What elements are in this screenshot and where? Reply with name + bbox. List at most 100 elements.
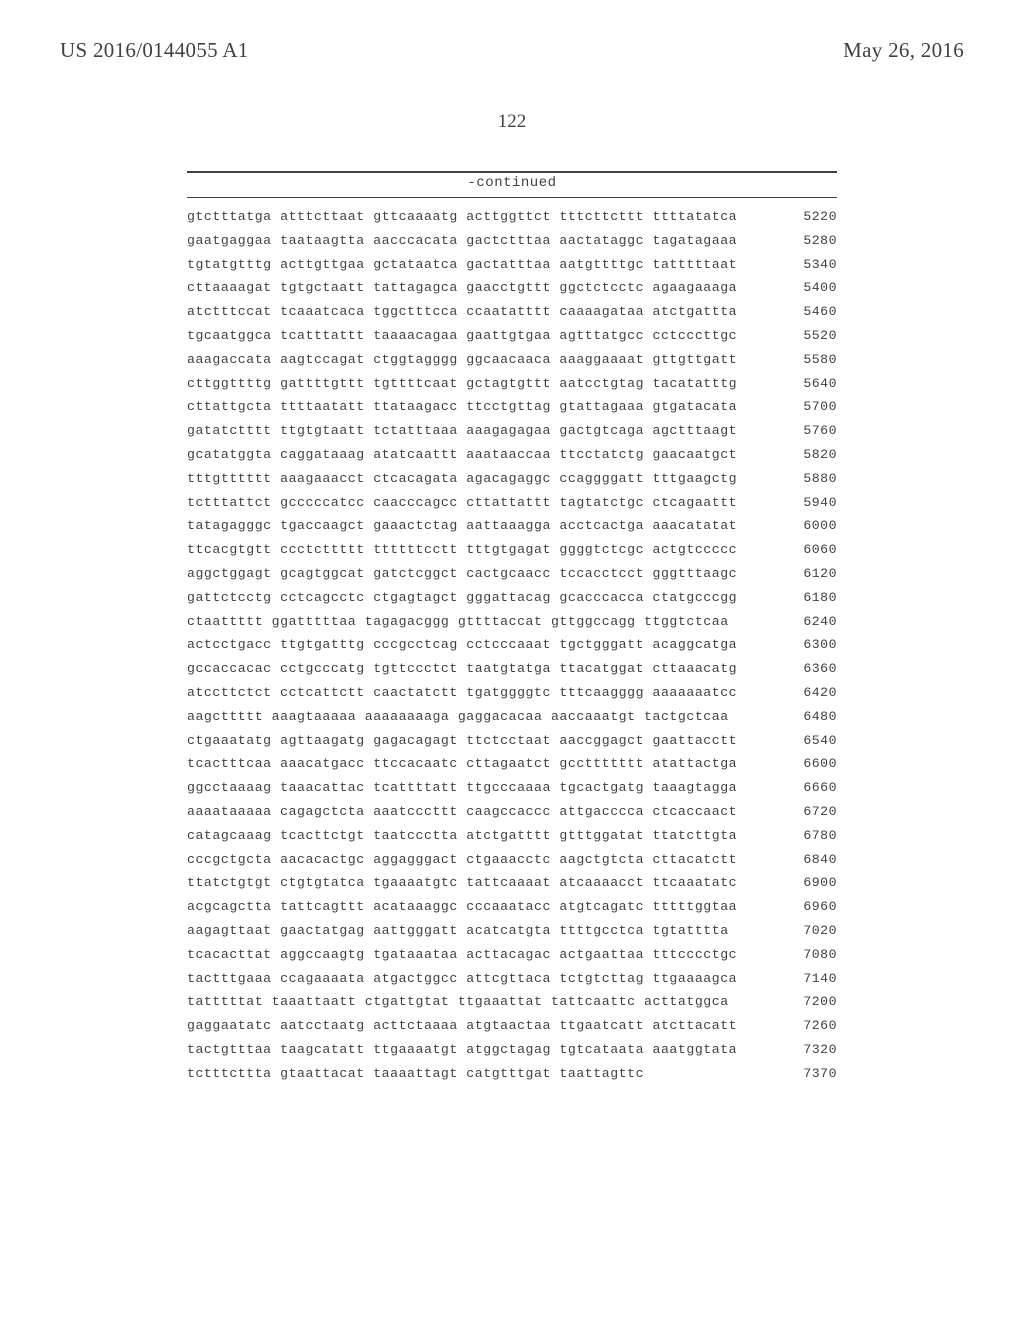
sequence-row: atccttctct cctcattctt caactatctt tgatggg…	[187, 686, 837, 699]
sequence-position: 6720	[787, 805, 837, 818]
sequence-row: tactttgaaa ccagaaaata atgactggcc attcgtt…	[187, 972, 837, 985]
sequence-row: tactgtttaa taagcatatt ttgaaaatgt atggcta…	[187, 1043, 837, 1056]
sequence-position: 5880	[787, 472, 837, 485]
sequence-text: aaaataaaaa cagagctcta aaatcccttt caagcca…	[187, 805, 737, 818]
sequence-row: acgcagctta tattcagttt acataaaggc cccaaat…	[187, 900, 837, 913]
sequence-row: tctttcttta gtaattacat taaaattagt catgttt…	[187, 1067, 837, 1080]
sequence-text: aagcttttt aaagtaaaaa aaaaaaaaga gaggacac…	[187, 710, 729, 723]
sequence-position: 6120	[787, 567, 837, 580]
sequence-row: ctgaaatatg agttaagatg gagacagagt ttctcct…	[187, 734, 837, 747]
sequence-row: tgtatgtttg acttgttgaa gctataatca gactatt…	[187, 258, 837, 271]
sequence-row: tttgtttttt aaagaaacct ctcacagata agacaga…	[187, 472, 837, 485]
sequence-position: 5520	[787, 329, 837, 342]
sequence-row: tatttttat taaattaatt ctgattgtat ttgaaatt…	[187, 995, 837, 1008]
sequence-position: 5340	[787, 258, 837, 271]
sequence-text: gaggaatatc aatcctaatg acttctaaaa atgtaac…	[187, 1019, 737, 1032]
sequence-position: 6360	[787, 662, 837, 675]
sequence-position: 7320	[787, 1043, 837, 1056]
sequence-text: cttattgcta ttttaatatt ttataagacc ttcctgt…	[187, 400, 737, 413]
sequence-text: tgcaatggca tcatttattt taaaacagaa gaattgt…	[187, 329, 737, 342]
sequence-text: aggctggagt gcagtggcat gatctcggct cactgca…	[187, 567, 737, 580]
sequence-text: cccgctgcta aacacactgc aggagggact ctgaaac…	[187, 853, 737, 866]
sequence-position: 6180	[787, 591, 837, 604]
sequence-position: 7370	[787, 1067, 837, 1080]
sequence-position: 6900	[787, 876, 837, 889]
sequence-row: gattctcctg cctcagcctc ctgagtagct gggatta…	[187, 591, 837, 604]
sequence-position: 5640	[787, 377, 837, 390]
sequence-row: aaaataaaaa cagagctcta aaatcccttt caagcca…	[187, 805, 837, 818]
sequence-text: aagagttaat gaactatgag aattgggatt acatcat…	[187, 924, 729, 937]
sequence-text: ctaattttt ggatttttaa tagagacggg gttttacc…	[187, 615, 729, 628]
sequence-row: cccgctgcta aacacactgc aggagggact ctgaaac…	[187, 853, 837, 866]
sequence-listing: gtctttatga atttcttaat gttcaaaatg acttggt…	[187, 210, 837, 1080]
sequence-row: gcatatggta caggataaag atatcaattt aaataac…	[187, 448, 837, 461]
sequence-position: 5760	[787, 424, 837, 437]
sequence-row: actcctgacc ttgtgatttg cccgcctcag cctccca…	[187, 638, 837, 651]
continued-label: -continued	[187, 175, 837, 191]
sequence-text: ttatctgtgt ctgtgtatca tgaaaatgtc tattcaa…	[187, 876, 737, 889]
sequence-position: 5280	[787, 234, 837, 247]
sequence-position: 5220	[787, 210, 837, 223]
sequence-text: acgcagctta tattcagttt acataaaggc cccaaat…	[187, 900, 737, 913]
sequence-text: ctgaaatatg agttaagatg gagacagagt ttctcct…	[187, 734, 737, 747]
sequence-position: 7020	[787, 924, 837, 937]
sequence-position: 5400	[787, 281, 837, 294]
sequence-position: 6840	[787, 853, 837, 866]
sequence-text: catagcaaag tcacttctgt taatccctta atctgat…	[187, 829, 737, 842]
sequence-text: tgtatgtttg acttgttgaa gctataatca gactatt…	[187, 258, 737, 271]
continued-wrapper: -continued	[187, 175, 837, 191]
sequence-position: 6540	[787, 734, 837, 747]
sequence-position: 6300	[787, 638, 837, 651]
sequence-row: tgcaatggca tcatttattt taaaacagaa gaattgt…	[187, 329, 837, 342]
sequence-text: gatatctttt ttgtgtaatt tctatttaaa aaagaga…	[187, 424, 737, 437]
sequence-row: ggcctaaaag taaacattac tcattttatt ttgccca…	[187, 781, 837, 794]
sequence-text: ggcctaaaag taaacattac tcattttatt ttgccca…	[187, 781, 737, 794]
sequence-position: 5820	[787, 448, 837, 461]
sequence-row: aagcttttt aaagtaaaaa aaaaaaaaga gaggacac…	[187, 710, 837, 723]
sequence-row: atctttccat tcaaatcaca tggctttcca ccaatat…	[187, 305, 837, 318]
sequence-row: tatagagggc tgaccaagct gaaactctag aattaaa…	[187, 519, 837, 532]
sequence-text: gccaccacac cctgcccatg tgttccctct taatgta…	[187, 662, 737, 675]
sequence-row: ttatctgtgt ctgtgtatca tgaaaatgtc tattcaa…	[187, 876, 837, 889]
sequence-text: atctttccat tcaaatcaca tggctttcca ccaatat…	[187, 305, 737, 318]
sequence-text: aaagaccata aagtccagat ctggtagggg ggcaaca…	[187, 353, 737, 366]
sequence-row: ctaattttt ggatttttaa tagagacggg gttttacc…	[187, 615, 837, 628]
sequence-position: 6480	[787, 710, 837, 723]
sequence-text: gaatgaggaa taataagtta aacccacata gactctt…	[187, 234, 737, 247]
sequence-text: tcactttcaa aaacatgacc ttccacaatc cttagaa…	[187, 757, 737, 770]
sequence-text: actcctgacc ttgtgatttg cccgcctcag cctccca…	[187, 638, 737, 651]
sequence-row: cttattgcta ttttaatatt ttataagacc ttcctgt…	[187, 400, 837, 413]
sequence-text: tactttgaaa ccagaaaata atgactggcc attcgtt…	[187, 972, 737, 985]
sequence-text: tttgtttttt aaagaaacct ctcacagata agacaga…	[187, 472, 737, 485]
sequence-position: 6960	[787, 900, 837, 913]
sequence-row: aaagaccata aagtccagat ctggtagggg ggcaaca…	[187, 353, 837, 366]
sequence-row: tcacacttat aggccaagtg tgataaataa acttaca…	[187, 948, 837, 961]
sequence-text: tcacacttat aggccaagtg tgataaataa acttaca…	[187, 948, 737, 961]
sequence-row: tctttattct gcccccatcc caacccagcc cttatta…	[187, 496, 837, 509]
sequence-position: 6660	[787, 781, 837, 794]
sequence-position: 6240	[787, 615, 837, 628]
sequence-position: 6600	[787, 757, 837, 770]
page-header: US 2016/0144055 A1 May 26, 2016	[60, 38, 964, 63]
sequence-text: ttcacgtgtt ccctcttttt ttttttcctt tttgtga…	[187, 543, 737, 556]
rule-thin	[187, 197, 837, 198]
sequence-position: 6420	[787, 686, 837, 699]
sequence-position: 7140	[787, 972, 837, 985]
patent-number: US 2016/0144055 A1	[60, 38, 249, 63]
sequence-position: 6000	[787, 519, 837, 532]
sequence-text: gtctttatga atttcttaat gttcaaaatg acttggt…	[187, 210, 737, 223]
sequence-text: tctttcttta gtaattacat taaaattagt catgttt…	[187, 1067, 644, 1080]
sequence-position: 7260	[787, 1019, 837, 1032]
sequence-text: tatagagggc tgaccaagct gaaactctag aattaaa…	[187, 519, 737, 532]
sequence-text: atccttctct cctcattctt caactatctt tgatggg…	[187, 686, 737, 699]
sequence-row: cttaaaagat tgtgctaatt tattagagca gaacctg…	[187, 281, 837, 294]
sequence-position: 7080	[787, 948, 837, 961]
sequence-position: 5700	[787, 400, 837, 413]
sequence-row: cttggttttg gattttgttt tgttttcaat gctagtg…	[187, 377, 837, 390]
sequence-text: cttggttttg gattttgttt tgttttcaat gctagtg…	[187, 377, 737, 390]
sequence-text: gcatatggta caggataaag atatcaattt aaataac…	[187, 448, 737, 461]
sequence-position: 5940	[787, 496, 837, 509]
sequence-position: 6060	[787, 543, 837, 556]
publication-date: May 26, 2016	[843, 38, 964, 63]
sequence-row: ttcacgtgtt ccctcttttt ttttttcctt tttgtga…	[187, 543, 837, 556]
